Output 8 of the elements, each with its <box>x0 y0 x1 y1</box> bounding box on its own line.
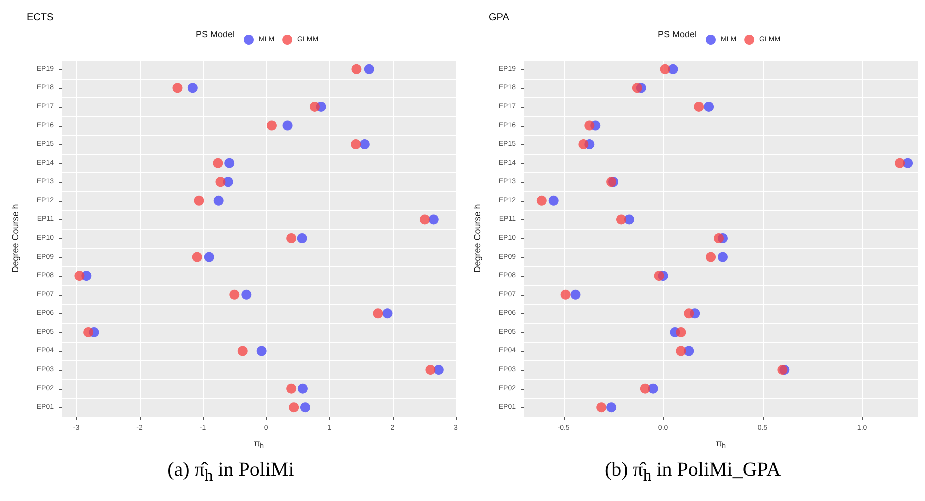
chart-title: ECTS <box>27 12 54 24</box>
text: (b) π̂$_{h}$ in PoliMi_GPA <box>604 459 782 486</box>
text: (a) π̂$_{h}$ in PoliMi <box>166 459 296 486</box>
chart-title: GPA <box>489 12 510 24</box>
y-axis-title: Degree Course h <box>10 204 20 273</box>
legend-title: PS Model <box>196 30 236 40</box>
y-axis-title: Degree Course h <box>472 204 482 273</box>
legend-title: PS Model <box>658 30 698 40</box>
